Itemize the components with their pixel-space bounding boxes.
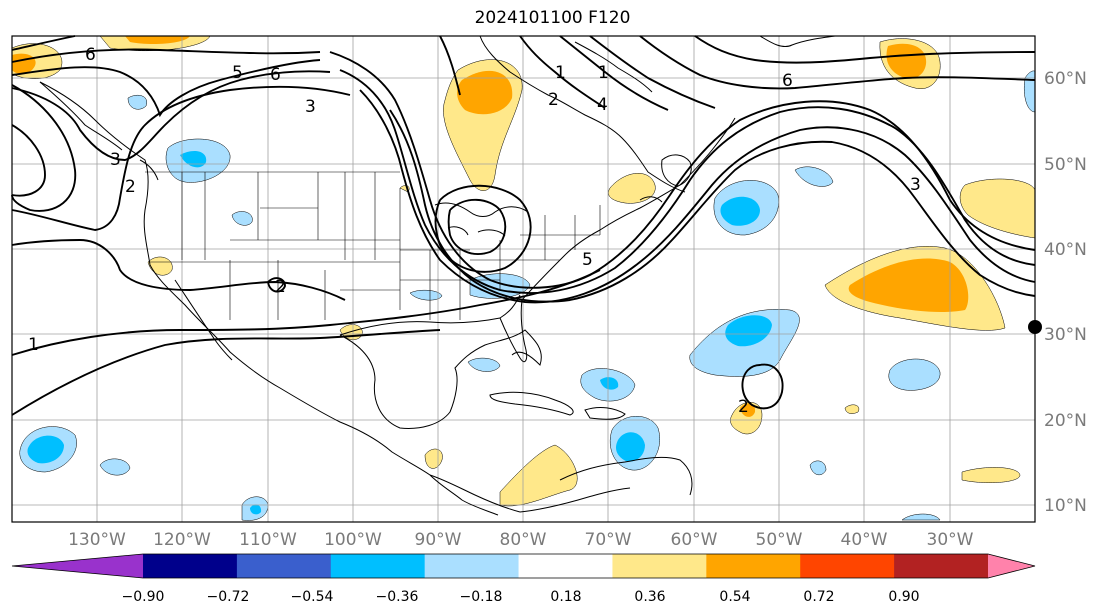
contour-label: 5 <box>232 63 243 83</box>
colorbar-segments <box>143 554 989 578</box>
contour-label: 1 <box>555 63 566 83</box>
contour-label: 6 <box>782 71 793 91</box>
colorbar-segment <box>424 554 520 578</box>
shade-neg-1b <box>180 150 207 168</box>
coastlines <box>39 35 836 516</box>
shade-pos-7b <box>848 258 969 313</box>
contour-label: 2 <box>275 277 286 297</box>
lat-label: 10°N <box>1044 496 1087 516</box>
shade-neg-4b <box>720 196 760 226</box>
graticule <box>12 36 1035 522</box>
colorbar-tick-label: −0.18 <box>460 589 503 605</box>
contour-label: 3 <box>110 150 121 170</box>
colorbar-extend-left <box>12 554 143 578</box>
contour-lines <box>11 35 1036 416</box>
colorbar-tick-label: −0.54 <box>291 589 334 605</box>
contour-label: 6 <box>85 45 96 65</box>
shade-pos-14 <box>844 404 860 414</box>
colorbar-segment <box>800 554 895 578</box>
colorbar-tick-label: 0.54 <box>719 589 750 605</box>
contour-label: 4 <box>597 95 608 115</box>
colorbar-extend-right <box>988 554 1035 578</box>
shade-pos-4b <box>886 43 927 79</box>
lon-label: 80°W <box>500 530 547 550</box>
shade-neg-17 <box>809 460 827 476</box>
contour-label: 2 <box>125 177 136 197</box>
anomaly-shading <box>11 35 1036 521</box>
longitude-labels: 130°W 120°W 110°W 100°W 90°W 80°W 70°W 6… <box>68 530 974 550</box>
lat-label: 20°N <box>1044 411 1087 431</box>
shade-neg-13b <box>616 432 645 462</box>
colorbar: −0.90 −0.72 −0.54 −0.36 −0.18 0.18 0.36 … <box>11 553 1036 605</box>
colorbar-ticks: −0.90 −0.72 −0.54 −0.36 −0.18 0.18 0.36 … <box>122 589 920 605</box>
lon-label: 110°W <box>239 530 297 550</box>
lat-label: 50°N <box>1044 155 1087 175</box>
lon-label: 60°W <box>671 530 718 550</box>
shade-neg-16b <box>250 504 262 515</box>
colorbar-segment <box>894 554 989 578</box>
contour-label: 1 <box>28 335 39 355</box>
colorbar-tick-label: 0.36 <box>634 589 665 605</box>
shade-pos-10b <box>740 403 756 417</box>
colorbar-segment <box>330 554 426 578</box>
shade-neg-14b <box>27 435 64 464</box>
state-borders <box>145 171 601 320</box>
contour-label: 3 <box>305 97 316 117</box>
colorbar-tick-label: −0.36 <box>376 589 419 605</box>
lon-label: 50°W <box>756 530 803 550</box>
map-title: 2024101100 F120 <box>474 8 631 28</box>
contour-label: 1 <box>598 63 609 83</box>
shade-neg-10 <box>409 289 443 301</box>
shade-pos-5 <box>608 173 656 204</box>
shade-neg-7b <box>725 315 772 347</box>
shade-pos-6 <box>959 178 1036 239</box>
map-frame <box>11 35 1036 523</box>
colorbar-tick-label: 0.72 <box>803 589 834 605</box>
contour-label: 2 <box>548 90 559 110</box>
shade-neg-11 <box>467 357 501 372</box>
marker-dot <box>1028 320 1042 334</box>
contour-labels: 6 6 3 5 3 2 2 1 2 4 6 3 5 2 1 1 <box>28 45 921 417</box>
colorbar-segment <box>143 554 238 578</box>
contour-label: 2 <box>738 397 749 417</box>
colorbar-outline <box>11 553 1036 579</box>
shade-neg-18 <box>901 513 941 521</box>
shade-neg-2 <box>127 95 148 110</box>
shade-pos-2b <box>125 36 190 44</box>
contour-label: 5 <box>582 250 593 270</box>
shade-neg-12b <box>600 377 619 390</box>
shade-pos-13 <box>961 467 1021 483</box>
shade-neg-15 <box>99 458 131 476</box>
lon-label: 120°W <box>153 530 211 550</box>
lat-label: 40°N <box>1044 240 1087 260</box>
colorbar-tick-label: 0.90 <box>888 589 919 605</box>
colorbar-segment <box>236 554 332 578</box>
shade-neg-5 <box>794 166 834 187</box>
contour-label: 6 <box>270 65 281 85</box>
colorbar-tick-label: −0.90 <box>122 589 165 605</box>
colorbar-segment <box>706 554 801 578</box>
lat-label: 30°N <box>1044 325 1087 345</box>
colorbar-tick-label: 0.18 <box>550 589 581 605</box>
shade-neg-8 <box>888 358 941 391</box>
colorbar-segment <box>518 554 613 578</box>
shade-neg-3 <box>231 211 253 226</box>
latitude-labels: 60°N 50°N 40°N 30°N 20°N 10°N <box>1044 69 1087 516</box>
lon-label: 100°W <box>324 530 382 550</box>
shade-pos-3b <box>457 70 513 115</box>
contour-label: 3 <box>910 175 921 195</box>
colorbar-tick-label: −0.72 <box>207 589 250 605</box>
lon-label: 90°W <box>415 530 462 550</box>
lon-label: 130°W <box>68 530 126 550</box>
lon-label: 40°W <box>841 530 888 550</box>
lat-label: 60°N <box>1044 69 1087 89</box>
lon-label: 30°W <box>927 530 974 550</box>
colorbar-segment <box>612 554 707 578</box>
lon-label: 70°W <box>585 530 632 550</box>
